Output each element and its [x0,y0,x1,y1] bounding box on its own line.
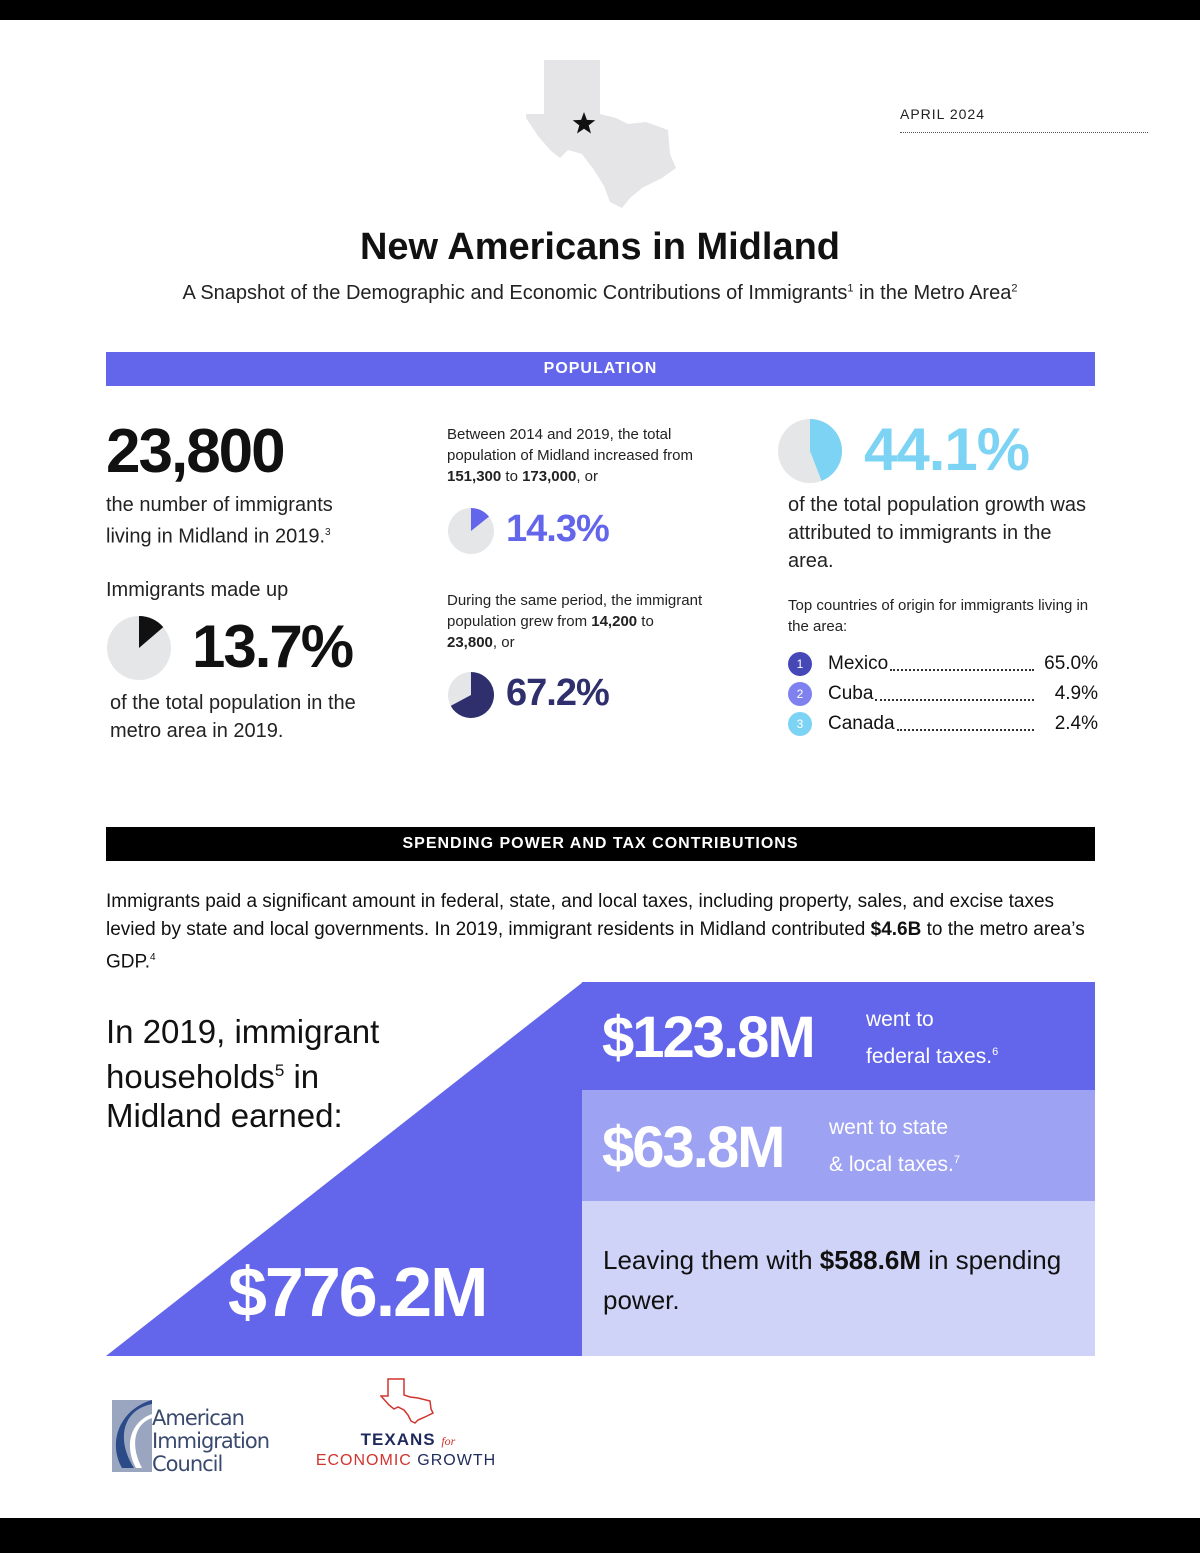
american-immigration-council-logo-icon [112,1400,152,1472]
top-border [0,0,1200,20]
countries-label: Top countries of origin for immigrants l… [788,597,1089,635]
country-name: Cuba [828,683,874,704]
rank-badge: 1 [788,652,812,676]
rank-badge: 3 [788,712,812,736]
immigrant-count-description: the number of immigrants living in Midla… [106,494,333,548]
immigrant-share-percent: 13.7% [192,613,354,680]
total-growth-percent: 14.3% [506,508,610,550]
country-value: 2.4% [1054,713,1098,734]
total-growth-description: Between 2014 and 2019, the total populat… [447,426,693,485]
earned-heading: In 2019, immigrant households5 in Midlan… [106,1013,380,1134]
earnings-triangle [106,982,583,1356]
growth-attribution-pie [778,419,843,483]
immigrant-share-description: of the total population in the metro are… [110,692,356,742]
country-name: Canada [828,713,895,734]
immigrant-count: 23,800 [106,417,286,486]
spending-section-header: SPENDING POWER AND TAX CONTRIBUTIONS [106,827,1095,861]
state-taxes-box: $63.8M went to state & local taxes.7 [582,1090,1095,1201]
texas-outline-icon [380,1378,434,1424]
federal-taxes-box: $123.8M went to federal taxes.6 [582,982,1095,1090]
immigrant-growth-pie [448,672,495,718]
federal-taxes-value: $123.8M [602,1005,816,1070]
state-taxes-value: $63.8M [602,1115,785,1180]
texans-for-economic-growth-logo-line2: ECONOMIC GROWTH [315,1452,497,1469]
page-title: New Americans in Midland [359,226,841,268]
state-taxes-label: went to state & local taxes.7 [829,1116,961,1176]
country-value: 65.0% [1044,653,1098,674]
leader-dots [875,687,1034,701]
immigrant-growth-description: During the same period, the immigrant po… [447,592,703,651]
country-value: 4.9% [1054,683,1098,704]
growth-attribution-percent: 44.1% [864,416,1030,483]
texas-map-icon [526,60,676,208]
spending-power-text: Leaving them with $588.6M in spending po… [603,1245,1062,1315]
spending-power-box [582,1201,1095,1356]
total-earned-value: $776.2M [228,1253,488,1331]
page-subtitle: A Snapshot of the Demographic and Econom… [182,282,1018,304]
immigrant-growth-percent: 67.2% [506,672,610,714]
spending-paragraph: Immigrants paid a significant amount in … [106,891,1085,973]
immigrant-share-pie [107,616,171,680]
federal-taxes-label: went to federal taxes.6 [866,1008,999,1068]
publication-date: APRIL 2024 [900,106,1148,133]
leader-dots [896,717,1034,731]
country-name: Mexico [828,653,889,674]
leader-dots [890,657,1034,671]
bottom-border [0,1518,1200,1553]
star-icon [572,112,596,134]
american-immigration-council-logo: American Immigration Council [152,1406,270,1476]
total-growth-pie [448,508,494,554]
texans-for-economic-growth-logo-line1: TEXANS for [360,1430,456,1449]
rank-badge: 2 [788,682,812,706]
growth-attribution-description: of the total population growth was attri… [788,494,1086,572]
country-row-1: 1 Mexico 65.0% [788,651,1098,677]
country-row-2: 2 Cuba 4.9% [788,681,1098,707]
population-section-header: POPULATION [106,352,1095,386]
country-row-3: 3 Canada 2.4% [788,711,1098,737]
made-up-label: Immigrants made up [106,579,289,601]
